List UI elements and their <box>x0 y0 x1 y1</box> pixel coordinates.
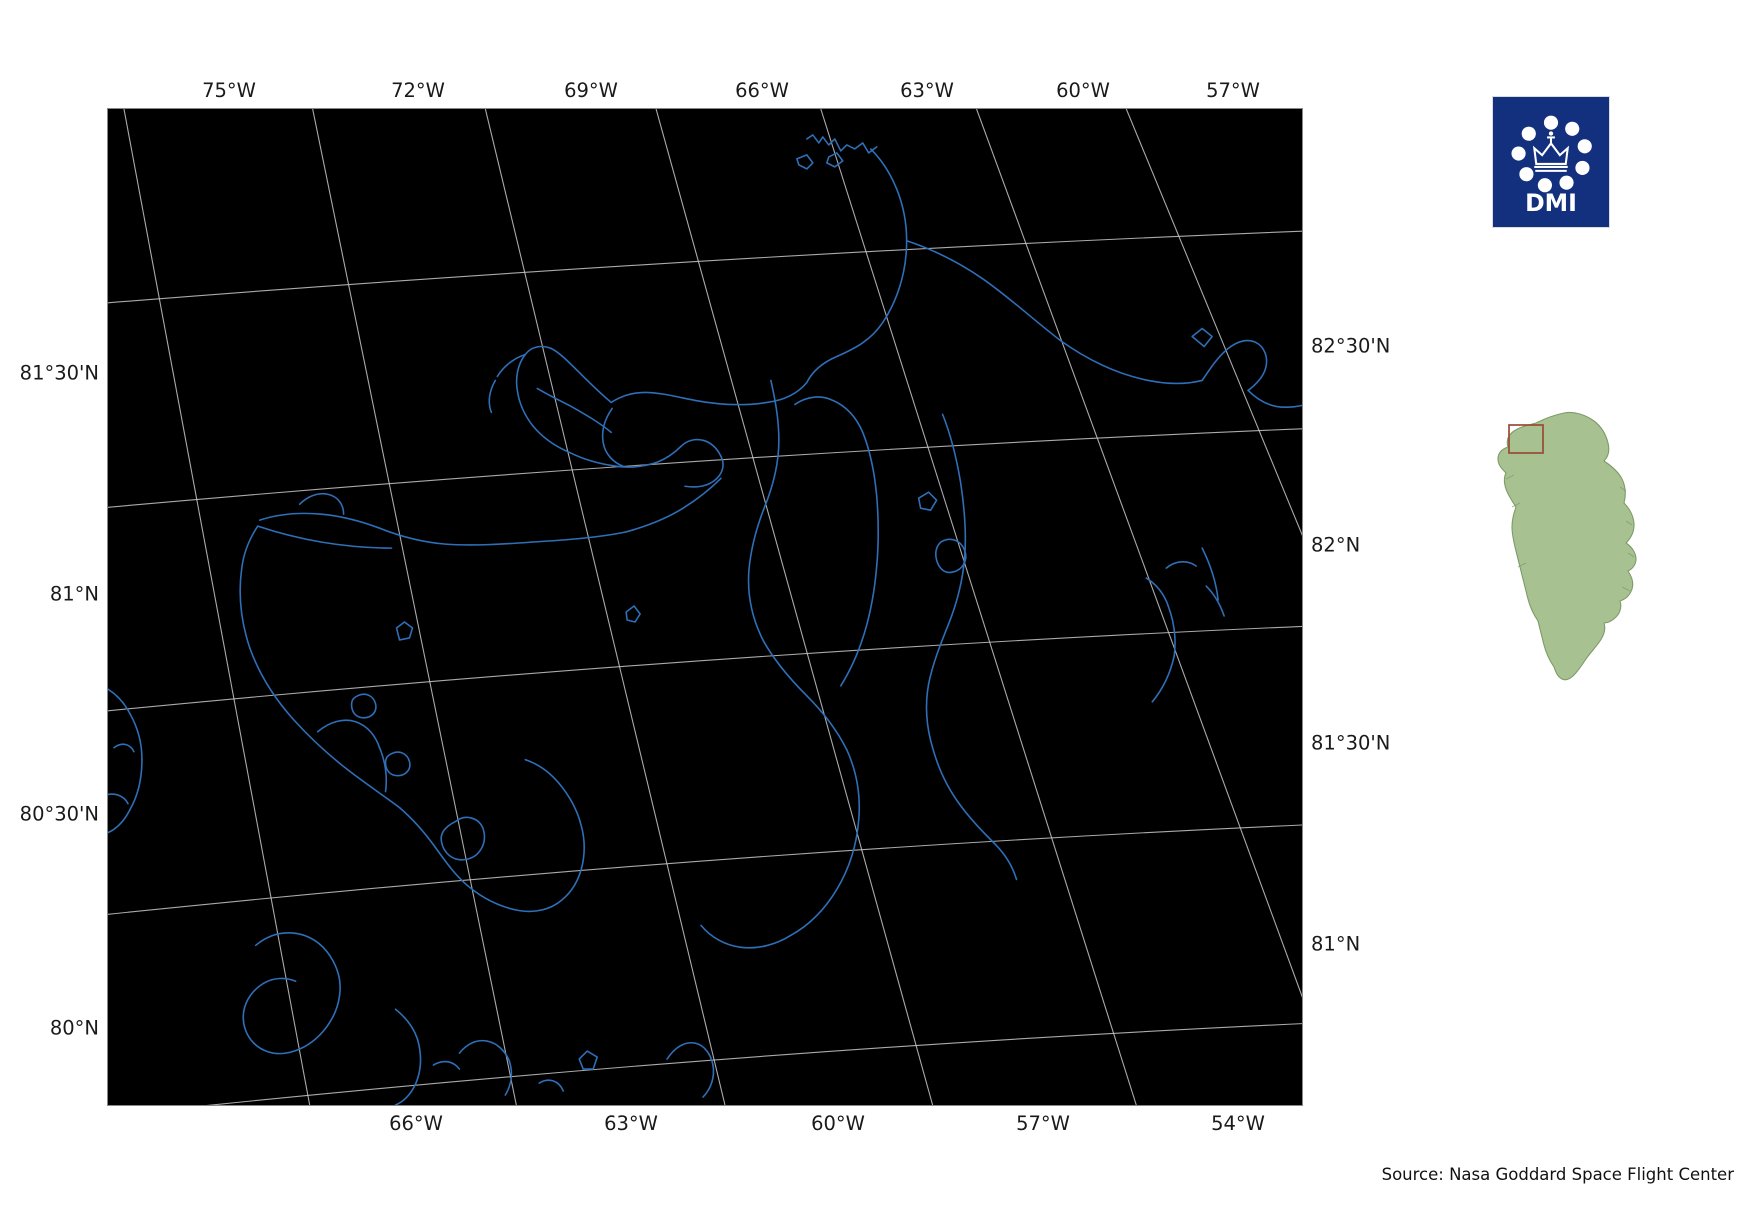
coastlines <box>108 134 1302 1105</box>
dmi-logo-graphic: DMI <box>1511 115 1592 217</box>
axis-left-tick-3: 80°N <box>49 1016 99 1040</box>
greenland-landmass <box>1497 411 1637 681</box>
crown-orb-icon <box>1548 131 1554 136</box>
dmi-logo[interactable]: DMI <box>1492 96 1610 228</box>
source-attribution: Source: Nasa Goddard Space Flight Center <box>1381 1165 1734 1184</box>
axis-right-tick-1: 82°N <box>1311 533 1361 557</box>
axis-bottom-tick-4: 54°W <box>1211 1112 1265 1135</box>
sidebar: DMI Kennedy MODIS-Terra: 2025-11-05 <box>1340 0 1740 1215</box>
axis-top-tick-3: 66°W <box>735 79 789 102</box>
axis-bottom-tick-1: 63°W <box>604 1112 658 1135</box>
dmi-logo-text: DMI <box>1525 189 1577 217</box>
logo-dot-ring <box>1511 115 1592 193</box>
axis-right-tick-3: 81°N <box>1311 932 1361 956</box>
graticule-meridians <box>123 109 1302 1105</box>
axis-right-tick-2: 81°30'N <box>1311 731 1391 755</box>
graticule-parallels <box>108 230 1302 1105</box>
axis-top-tick-6: 57°W <box>1206 79 1260 102</box>
axis-top-tick-5: 60°W <box>1056 79 1110 102</box>
axis-left-tick-0: 81°30'N <box>19 361 99 385</box>
axis-bottom-tick-0: 66°W <box>389 1112 443 1135</box>
axis-top-tick-4: 63°W <box>900 79 954 102</box>
axis-top-tick-2: 69°W <box>564 79 618 102</box>
map-canvas[interactable] <box>108 109 1302 1105</box>
map-panel[interactable] <box>107 108 1303 1106</box>
kennedy-region-box <box>1508 424 1544 454</box>
axis-top-tick-0: 75°W <box>202 79 256 102</box>
axis-left-tick-2: 80°30'N <box>19 802 99 826</box>
greenland-inset-map[interactable] <box>1490 395 1650 695</box>
greenland-inset-graphic <box>1497 411 1637 681</box>
axis-left-tick-1: 81°N <box>49 582 99 606</box>
axis-right-tick-0: 82°30'N <box>1311 334 1391 358</box>
axis-top-tick-1: 72°W <box>391 79 445 102</box>
axis-bottom-tick-2: 60°W <box>811 1112 865 1135</box>
greenland-coast-detail <box>1505 474 1635 592</box>
crown-icon <box>1532 136 1570 172</box>
axis-bottom-tick-3: 57°W <box>1016 1112 1070 1135</box>
